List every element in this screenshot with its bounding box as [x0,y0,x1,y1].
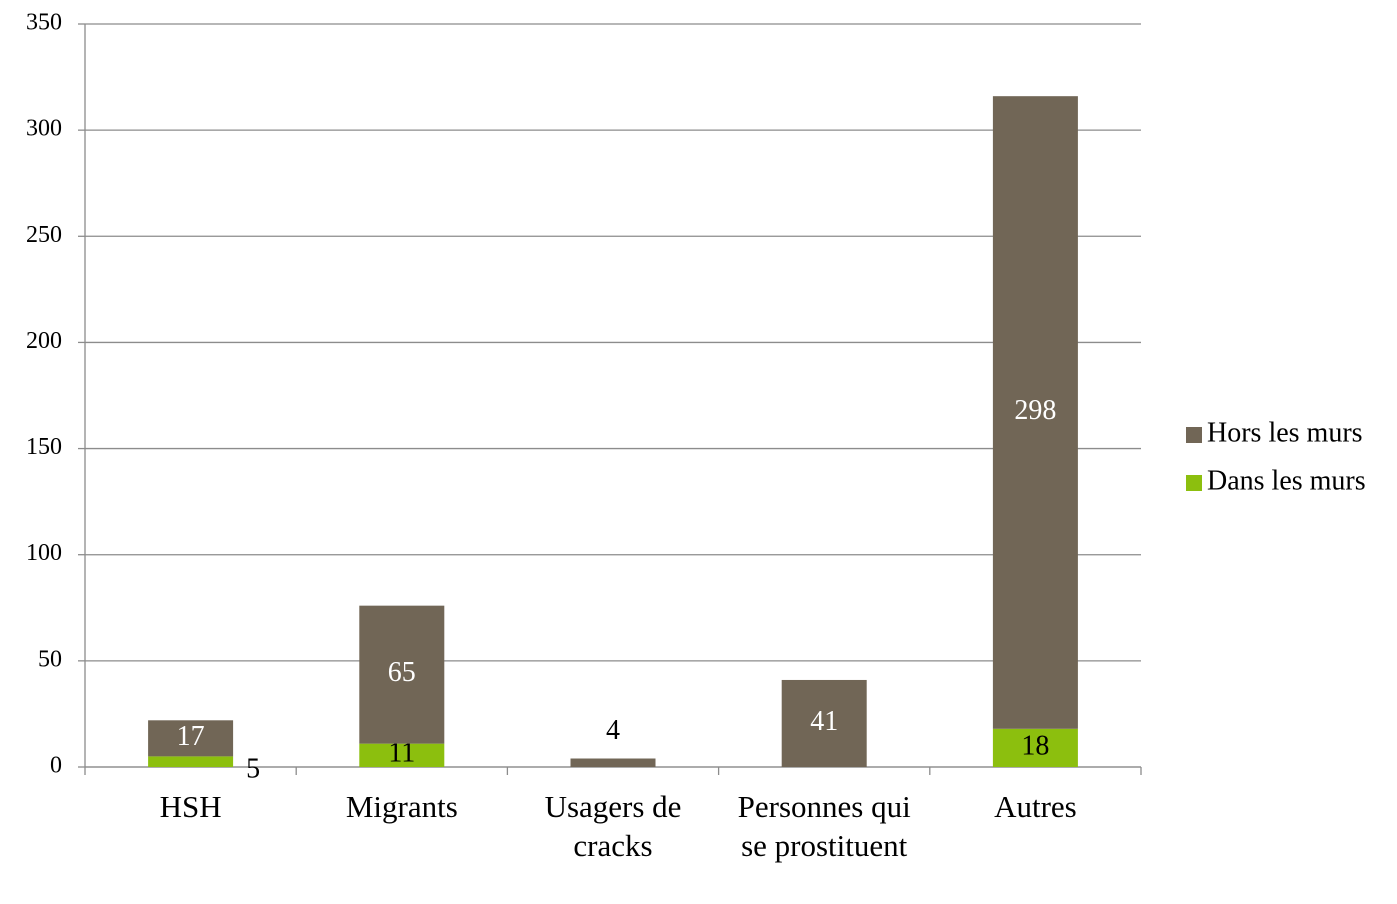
x-tick-label: Usagers de cracks [544,789,682,863]
data-label: 17 [177,721,205,752]
y-tick-label: 100 [26,540,62,566]
bar-segment [992,728,1078,767]
legend-label: Hors les murs [1207,417,1363,448]
y-tick-label: 200 [26,328,62,354]
y-tick-label: 350 [26,10,62,36]
bar-segment [992,96,1078,729]
y-tick-label: 300 [26,116,62,142]
legend-swatch [1186,475,1202,491]
data-label: 4 [606,715,620,746]
y-tick-label: 250 [26,222,62,248]
y-tick-label: 150 [26,434,62,460]
bar-segment [148,756,234,767]
x-tick-label: Personnes qui se prostituent [737,789,911,863]
y-tick-label: 0 [50,753,62,779]
x-tick-label: Autres [994,789,1077,824]
bar-segment [570,758,656,767]
data-label: 41 [810,706,838,737]
data-label: 298 [1014,395,1056,426]
x-tick-label: Migrants [345,789,458,824]
legend-label: Dans les murs [1207,465,1366,496]
bar-segment [781,679,867,767]
legend-swatch [1186,427,1202,443]
y-tick-label: 50 [38,646,62,672]
data-label: 65 [388,657,416,688]
bar-segment [148,720,234,757]
x-tick-label: HSH [159,789,222,824]
data-label: 18 [1021,730,1049,761]
bar-segment [359,605,445,744]
data-label: 5 [246,753,260,784]
bar-segment [359,743,445,767]
